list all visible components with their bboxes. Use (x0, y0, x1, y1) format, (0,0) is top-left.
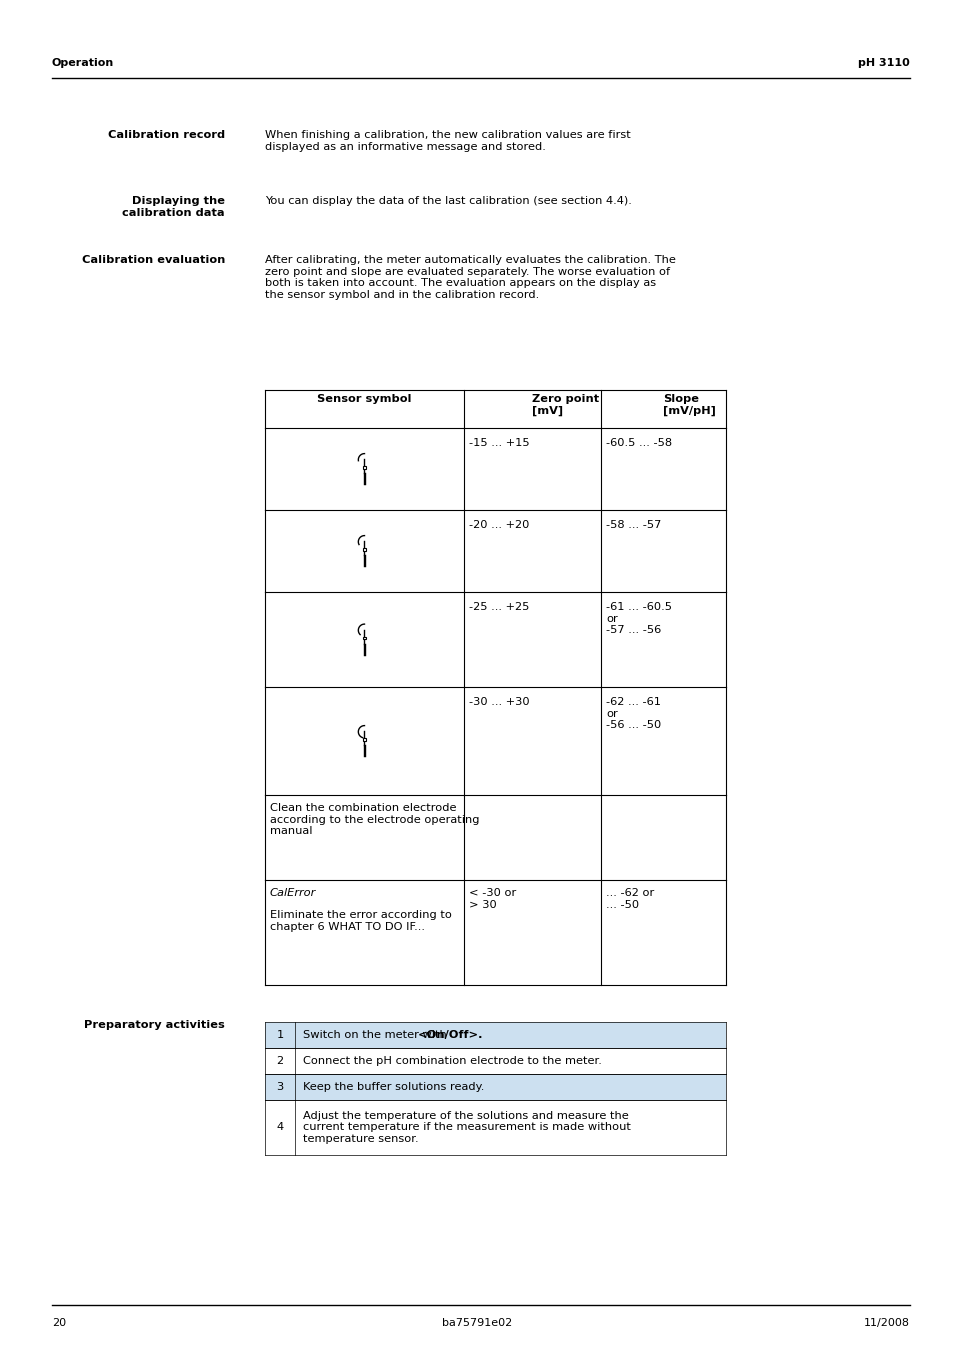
Text: < -30 or
> 30: < -30 or > 30 (469, 888, 516, 909)
Text: 3: 3 (276, 1082, 283, 1092)
Text: -61 ... -60.5
or
-57 ... -56: -61 ... -60.5 or -57 ... -56 (605, 603, 671, 635)
Text: Slope
[mV/pH]: Slope [mV/pH] (662, 394, 716, 416)
Text: Connect the pH combination electrode to the meter.: Connect the pH combination electrode to … (303, 1056, 601, 1066)
Text: -62 ... -61
or
-56 ... -50: -62 ... -61 or -56 ... -50 (605, 697, 660, 730)
Text: Clean the combination electrode
according to the electrode operating
manual: Clean the combination electrode accordin… (270, 802, 479, 836)
Text: -20 ... +20: -20 ... +20 (469, 520, 529, 530)
Text: pH 3110: pH 3110 (858, 58, 909, 68)
Text: ba75791e02: ba75791e02 (441, 1319, 512, 1328)
Text: 11/2008: 11/2008 (863, 1319, 909, 1328)
Text: -58 ... -57: -58 ... -57 (605, 520, 660, 530)
Bar (363, 636, 366, 639)
Bar (265, 1021, 725, 1048)
Text: When finishing a calibration, the new calibration values are first
displayed as : When finishing a calibration, the new ca… (265, 130, 630, 151)
Text: Displaying the
calibration data: Displaying the calibration data (122, 196, 225, 218)
Text: Calibration record: Calibration record (108, 130, 225, 141)
Text: Switch on the meter with: Switch on the meter with (303, 1029, 450, 1040)
Text: Keep the buffer solutions ready.: Keep the buffer solutions ready. (303, 1082, 484, 1092)
Text: 1: 1 (276, 1029, 283, 1040)
Text: -60.5 ... -58: -60.5 ... -58 (605, 438, 672, 449)
Bar (363, 738, 366, 740)
Bar (363, 549, 366, 551)
Text: <On/Off>.: <On/Off>. (417, 1029, 483, 1040)
Text: Adjust the temperature of the solutions and measure the
current temperature if t: Adjust the temperature of the solutions … (303, 1111, 630, 1144)
Bar (265, 1074, 725, 1100)
Text: After calibrating, the meter automatically evaluates the calibration. The
zero p: After calibrating, the meter automatical… (265, 255, 675, 300)
Bar (363, 466, 366, 469)
Text: Zero point
[mV]: Zero point [mV] (532, 394, 599, 416)
Text: -15 ... +15: -15 ... +15 (469, 438, 529, 449)
Text: -30 ... +30: -30 ... +30 (469, 697, 529, 707)
Text: CalError: CalError (270, 888, 315, 898)
Text: ... -62 or
... -50: ... -62 or ... -50 (605, 888, 654, 909)
Text: Operation: Operation (52, 58, 114, 68)
Text: 20: 20 (52, 1319, 66, 1328)
Text: 4: 4 (276, 1123, 283, 1132)
Text: Calibration evaluation: Calibration evaluation (82, 255, 225, 265)
Text: Preparatory activities: Preparatory activities (84, 1020, 225, 1029)
Text: You can display the data of the last calibration (see section 4.4).: You can display the data of the last cal… (265, 196, 631, 205)
Text: 2: 2 (276, 1056, 283, 1066)
Text: Sensor symbol: Sensor symbol (317, 394, 412, 404)
Text: Eliminate the error according to
chapter 6 WHAT TO DO IF...: Eliminate the error according to chapter… (270, 911, 452, 932)
Text: -25 ... +25: -25 ... +25 (469, 603, 529, 612)
